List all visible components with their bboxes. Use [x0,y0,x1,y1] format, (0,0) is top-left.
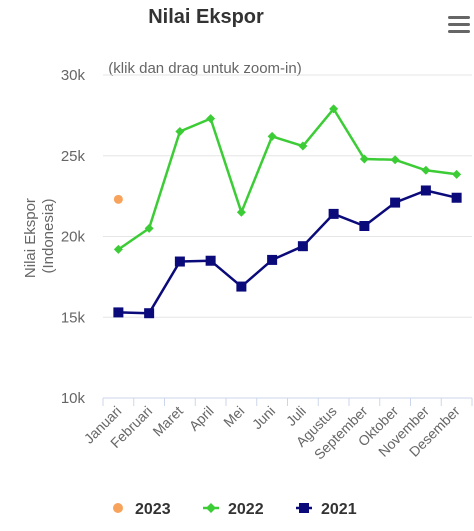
y-tick-label: 20k [61,229,86,246]
y-axis-ticks: 10k 15k 20k 25k 30k [61,67,86,407]
y-axis-title: Nilai Ekspor (Indonesia) [22,194,57,278]
data-point-2021[interactable] [451,192,462,203]
x-tick-label: Maret [149,403,186,440]
legend-item-2021[interactable]: 2021 [296,501,357,518]
data-point-2021[interactable] [144,308,155,319]
chart-subtitle: (klik dan drag untuk zoom-in) [108,60,301,77]
data-point-2023[interactable] [113,194,123,204]
data-point-2021[interactable] [297,241,308,252]
y-tick-label: 30k [61,67,86,84]
plot-series [113,104,462,319]
legend-marker-2023 [113,503,123,513]
data-point-2021[interactable] [420,185,431,196]
series-line-2021 [118,189,457,315]
data-point-2021[interactable] [205,255,216,266]
data-point-2022[interactable] [452,169,462,179]
grid-lines [103,74,472,318]
data-point-2021[interactable] [359,221,370,232]
hamburger-menu-icon[interactable] [448,16,470,33]
data-point-2021[interactable] [328,208,339,219]
data-point-2022[interactable] [359,154,369,164]
y-tick-label: 25k [61,148,86,165]
data-point-2021[interactable] [113,307,124,318]
data-point-2022[interactable] [206,114,216,124]
legend-marker-2022 [206,503,216,513]
data-point-2021[interactable] [390,197,401,208]
data-point-2022[interactable] [113,244,123,254]
x-axis [102,397,473,406]
y-axis-title-line-1: Nilai Ekspor [22,198,39,278]
x-tick-label: April [186,403,217,434]
y-tick-label: 15k [61,309,86,326]
legend-item-2023[interactable]: 2023 [113,501,171,518]
data-point-2022[interactable] [267,131,277,141]
legend-marker-2021 [299,503,309,513]
data-point-2022[interactable] [329,104,339,114]
x-tick-label: Mei [220,403,247,430]
data-point-2022[interactable] [144,223,154,233]
data-point-2022[interactable] [390,155,400,165]
legend-label-2021: 2021 [321,501,357,518]
data-point-2021[interactable] [267,254,278,265]
series-2022 [113,104,462,254]
y-tick-label: 10k [61,390,86,407]
legend[interactable]: 2023 2022 2021 [113,501,357,518]
legend-label-2023: 2023 [135,501,171,518]
x-tick-label: Juni [249,403,278,432]
data-point-2022[interactable] [236,207,246,217]
legend-label-2022: 2022 [228,501,264,518]
data-point-2022[interactable] [421,165,431,175]
series-2021 [113,185,462,319]
y-axis-title-line-2: (Indonesia) [40,198,57,273]
data-point-2022[interactable] [175,127,185,137]
data-point-2021[interactable] [236,281,247,292]
series-line-2022 [117,107,457,251]
chart-title: Nilai Ekspor [148,6,264,28]
data-point-2021[interactable] [174,256,185,267]
legend-item-2022[interactable]: 2022 [203,501,264,518]
data-point-2022[interactable] [298,141,308,151]
series-2023 [113,194,123,204]
